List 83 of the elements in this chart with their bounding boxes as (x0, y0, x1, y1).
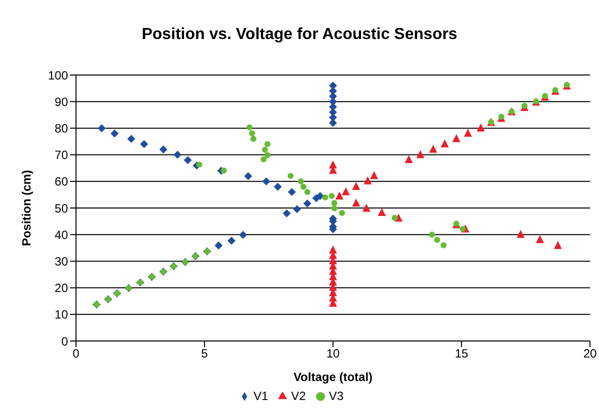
point (338, 210, 345, 216)
point (262, 177, 270, 186)
point (110, 130, 119, 138)
point (464, 128, 472, 137)
point (392, 214, 398, 221)
point (331, 200, 338, 206)
point (98, 124, 106, 132)
point (476, 123, 485, 132)
chart-title: Position vs. Voltage for Acoustic Sensors (140, 26, 458, 44)
point (428, 232, 435, 238)
point (352, 198, 360, 206)
point (184, 156, 192, 164)
y-tick-label: 40 (54, 228, 68, 242)
point (246, 124, 252, 130)
y-tick-label: 80 (54, 121, 68, 136)
point (304, 189, 310, 196)
point (250, 136, 256, 142)
x-axis-title: Voltage (total) (293, 370, 373, 384)
point (159, 145, 168, 154)
y-tick-label: 10 (54, 308, 68, 322)
point (364, 176, 372, 184)
y-axis-title: Position (cm) (19, 170, 34, 246)
x-tick-label: 10 (326, 346, 340, 361)
point (331, 205, 338, 212)
x-tick-label: 0 (72, 346, 80, 361)
y-tick-label: 60 (54, 174, 68, 189)
point (264, 152, 270, 158)
point (264, 141, 270, 148)
point (378, 208, 386, 216)
legend-label: V3 (328, 389, 344, 403)
point (288, 188, 296, 196)
point (303, 199, 312, 208)
point (554, 241, 562, 250)
point (316, 192, 324, 200)
point (452, 134, 460, 142)
point (249, 130, 256, 136)
point (260, 156, 267, 162)
point (322, 194, 328, 200)
y-tick-label: 0 (61, 334, 68, 348)
point (416, 150, 424, 158)
point (244, 172, 252, 180)
point (352, 182, 360, 190)
point (440, 139, 449, 148)
y-tick-label: 20 (54, 281, 68, 296)
point (404, 155, 413, 164)
x-tick-label: 5 (201, 346, 208, 361)
point (274, 182, 282, 191)
point (434, 236, 440, 243)
y-tick-label: 50 (54, 201, 68, 216)
point (335, 192, 344, 200)
legend-label: V1 (253, 389, 268, 403)
point (239, 230, 248, 239)
point (174, 150, 182, 159)
point (262, 146, 268, 153)
legend-label: V2 (291, 389, 306, 403)
point (127, 134, 136, 143)
point (460, 226, 466, 232)
y-tick-label: 30 (54, 254, 68, 268)
point (196, 162, 202, 168)
point (220, 167, 227, 174)
point (140, 140, 148, 148)
y-tick-label: 70 (54, 148, 68, 162)
point (293, 205, 302, 214)
point (342, 187, 350, 196)
point (370, 171, 378, 180)
point (298, 178, 304, 184)
y-tick-label: 90 (54, 94, 68, 109)
point (214, 242, 223, 250)
point (516, 230, 525, 238)
point (288, 172, 294, 179)
x-tick-label: 20 (583, 346, 597, 361)
point (282, 209, 291, 218)
point (329, 160, 337, 168)
point (362, 204, 370, 212)
y-tick-label: 100 (48, 68, 68, 82)
point (536, 235, 544, 244)
point (329, 246, 337, 254)
point (440, 242, 447, 248)
point (328, 193, 335, 200)
point (227, 236, 236, 245)
point (429, 144, 438, 153)
x-tick-label: 15 (454, 346, 468, 361)
point (300, 184, 306, 190)
